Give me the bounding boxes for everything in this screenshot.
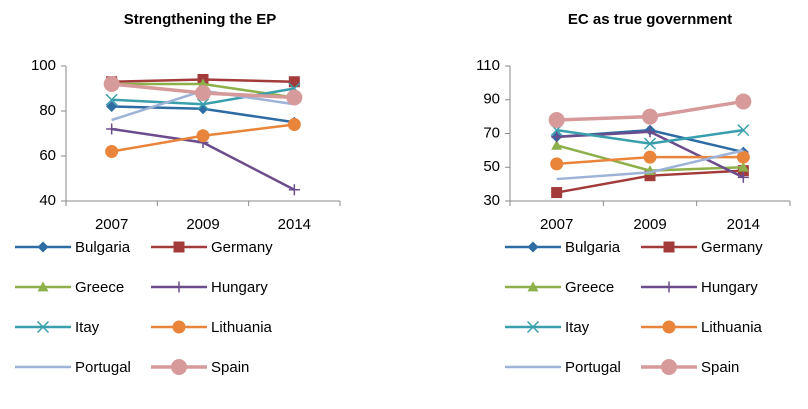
legend-label: Greece: [565, 279, 614, 296]
marker: [103, 76, 120, 92]
x-tick-label: 2009: [633, 216, 666, 233]
marker: [106, 123, 118, 135]
x-tick-label: 2014: [278, 216, 311, 233]
legend-marker: [37, 281, 49, 292]
marker: [548, 112, 565, 128]
marker: [105, 93, 118, 106]
legend-label: Hungary: [701, 279, 758, 296]
marker: [288, 184, 300, 196]
marker: [551, 131, 563, 143]
y-tick-label: 40: [39, 192, 56, 209]
x-tick-label: 2014: [727, 216, 760, 233]
marker: [106, 101, 118, 112]
marker: [642, 108, 658, 125]
legend-label: Spain: [701, 359, 739, 376]
legend-marker: [661, 359, 677, 375]
x-tick-label: 2009: [186, 216, 219, 233]
legend-marker: [173, 241, 185, 253]
series-line: [556, 149, 744, 181]
legend-marker: [526, 320, 540, 334]
marker: [643, 150, 657, 164]
legend-label: Portugal: [565, 359, 621, 376]
y-tick-label: 70: [483, 124, 500, 141]
legend-label: Germany: [211, 239, 273, 256]
legend-label: Bulgaria: [565, 239, 621, 256]
marker: [196, 129, 210, 143]
legend-label: Lithuania: [211, 319, 273, 336]
legend-label: Itay: [565, 319, 590, 336]
legend-label: Itay: [75, 319, 100, 336]
y-tick-label: 50: [483, 158, 500, 175]
marker: [644, 170, 656, 182]
legend-marker: [663, 281, 675, 293]
legend-marker: [172, 320, 186, 334]
marker: [551, 187, 563, 199]
y-tick-label: 80: [39, 102, 56, 119]
legend-label: Lithuania: [701, 319, 763, 336]
legend-label: Greece: [75, 279, 124, 296]
legend-label: Germany: [701, 239, 763, 256]
y-tick-label: 30: [483, 192, 500, 209]
legend-marker: [37, 241, 49, 253]
marker: [105, 145, 119, 158]
y-tick-label: 60: [39, 147, 56, 164]
legend-label: Hungary: [211, 279, 268, 296]
legend-marker: [36, 320, 50, 334]
x-tick-label: 2007: [95, 216, 128, 233]
marker: [735, 93, 752, 110]
y-tick-label: 110: [476, 57, 500, 74]
y-tick-label: 100: [31, 57, 56, 74]
legend-label: Bulgaria: [75, 239, 131, 256]
marker: [550, 157, 564, 171]
marker: [288, 76, 300, 88]
legend-marker: [173, 281, 185, 293]
marker: [195, 85, 211, 101]
legend-label: Spain: [211, 359, 249, 376]
marker: [551, 139, 563, 150]
marker: [286, 89, 303, 106]
marker: [737, 124, 750, 137]
legend-label: Portugal: [75, 359, 131, 376]
legend-marker: [527, 241, 539, 253]
legend-marker: [171, 359, 187, 375]
chart-title: Strengthening the EP: [124, 11, 277, 28]
marker: [736, 150, 750, 164]
marker: [287, 118, 301, 131]
marker: [643, 137, 657, 150]
y-tick-label: 90: [483, 91, 500, 108]
marker: [737, 161, 749, 172]
legend-marker: [527, 281, 539, 292]
marker: [737, 171, 749, 183]
marker: [644, 126, 656, 138]
x-tick-label: 2007: [540, 216, 573, 233]
marker: [196, 98, 210, 111]
chart-title: EC as true government: [568, 11, 732, 28]
legend-marker: [663, 241, 675, 253]
legend-marker: [662, 320, 676, 334]
